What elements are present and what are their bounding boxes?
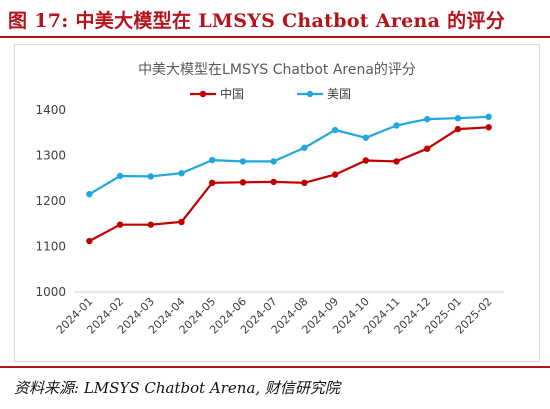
data-point-0: [270, 178, 277, 186]
series-line-0: [88, 126, 489, 242]
y-tick-label: 1000: [35, 285, 66, 299]
data-point-0: [116, 221, 124, 228]
data-point-0: [485, 124, 492, 131]
data-point-1: [362, 134, 369, 141]
data-point-0: [362, 157, 369, 164]
data-point-1: [331, 126, 339, 134]
y-tick-label: 1100: [35, 240, 66, 254]
data-point-1: [485, 113, 492, 121]
data-point-1: [301, 144, 308, 151]
data-point-0: [178, 218, 185, 226]
data-point-1: [239, 158, 247, 165]
data-point-1: [116, 172, 124, 180]
data-point-1: [424, 115, 431, 123]
legend-marker-0: [199, 90, 207, 98]
data-point-0: [331, 171, 339, 178]
data-point-1: [209, 156, 216, 164]
data-point-0: [209, 179, 216, 186]
data-point-1: [147, 173, 154, 180]
data-point-1: [393, 122, 400, 129]
legend-marker-1: [306, 90, 314, 98]
figure-footer: 资料来源: LMSYS Chatbot Arena, 财信研究院: [0, 366, 550, 409]
y-tick-label: 1400: [35, 103, 66, 117]
data-point-0: [424, 145, 431, 152]
chart-title: 中美大模型在LMSYS Chatbot Arena的评分: [138, 62, 416, 78]
figure-header: 图 17: 中美大模型在 LMSYS Chatbot Arena 的评分: [0, 0, 550, 38]
data-point-0: [86, 237, 93, 245]
data-point-0: [393, 158, 400, 165]
data-point-1: [86, 190, 93, 198]
chart-frame: [14, 44, 540, 362]
data-point-1: [270, 158, 277, 165]
data-point-1: [454, 114, 462, 122]
legend-label-0: 中国: [220, 86, 244, 101]
legend-label-1: 美国: [327, 87, 351, 101]
data-point-1: [178, 170, 185, 177]
series-line-1: [88, 115, 489, 196]
figure-source: 资料来源: LMSYS Chatbot Arena, 财信研究院: [14, 379, 340, 397]
data-point-0: [147, 221, 154, 228]
figure-title: 图 17: 中美大模型在 LMSYS Chatbot Arena 的评分: [8, 10, 506, 32]
data-point-0: [454, 125, 462, 133]
data-point-0: [301, 179, 308, 186]
y-tick-label: 1200: [35, 194, 66, 208]
data-point-0: [239, 179, 247, 186]
y-tick-label: 1300: [35, 149, 66, 163]
